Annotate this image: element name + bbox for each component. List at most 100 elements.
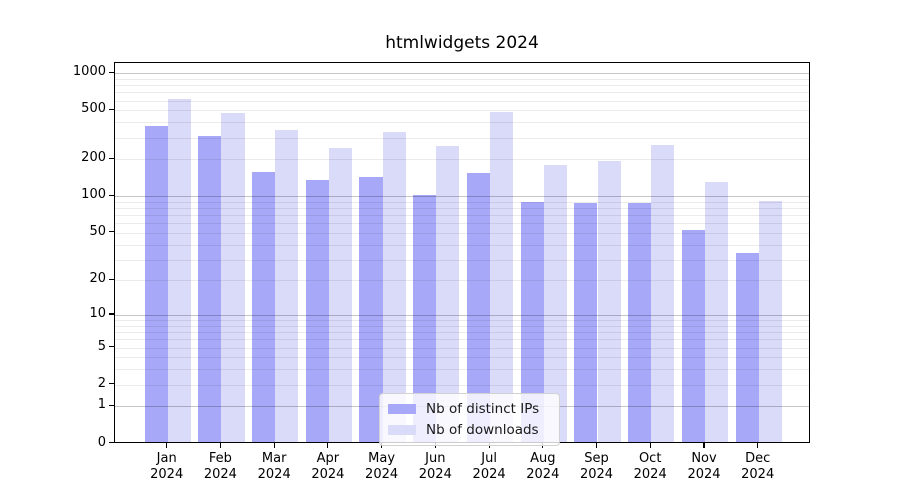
- bar-apr-downloads: [328, 147, 353, 442]
- y-tick-mark-1000: [109, 71, 114, 73]
- x-tick-label-apr: Apr 2024: [311, 451, 345, 482]
- legend-label-ips: Nb of distinct IPs: [426, 401, 540, 418]
- y-tick-mark-20: [109, 278, 114, 280]
- gridline-5: [115, 347, 809, 349]
- gridline-200: [115, 159, 809, 161]
- bar-mar-ips: [252, 172, 276, 442]
- x-tick-label-feb: Feb 2024: [203, 451, 237, 482]
- bar-aug-ips: [520, 202, 544, 442]
- bar-feb-ips: [198, 136, 222, 442]
- bar-feb-downloads: [221, 112, 245, 442]
- gridline-40: [115, 244, 809, 246]
- bar-aug-downloads: [543, 164, 567, 442]
- bar-jul-downloads: [490, 112, 514, 442]
- gridline-600: [115, 100, 809, 102]
- x-tick-mark-mar: [273, 443, 275, 448]
- x-tick-mark-apr: [327, 443, 329, 448]
- bar-jun-downloads: [436, 146, 460, 442]
- bar-mar-downloads: [275, 129, 299, 442]
- x-tick-label-may: May 2024: [365, 451, 399, 482]
- y-tick-mark-2: [109, 383, 114, 385]
- bar-apr-ips: [305, 180, 329, 442]
- gridline-500: [115, 110, 809, 112]
- x-tick-mark-jan: [166, 443, 168, 448]
- y-tick-mark-1: [109, 404, 114, 406]
- gridline-90: [115, 201, 809, 203]
- legend-item-downloads: Nb of downloads: [388, 421, 551, 439]
- gridline-100: [115, 196, 809, 198]
- y-tick-label-200: 200: [81, 150, 106, 166]
- gridline-70: [115, 215, 809, 217]
- plot-area: Nb of distinct IPs Nb of downloads: [114, 62, 810, 446]
- gridline-10: [115, 315, 809, 316]
- x-tick-label-nov: Nov 2024: [687, 451, 721, 482]
- gridline-50: [115, 232, 809, 234]
- gridline-800: [115, 85, 809, 87]
- x-tick-mark-feb: [219, 443, 221, 448]
- y-tick-label-2: 2: [97, 375, 106, 391]
- y-tick-mark-500: [109, 108, 114, 110]
- gridline-4: [115, 357, 809, 359]
- bar-jan-downloads: [167, 99, 191, 442]
- legend-swatch-downloads: [388, 424, 416, 435]
- bar-nov-ips: [681, 230, 705, 442]
- bar-sep-downloads: [597, 161, 621, 442]
- gridline-7: [115, 332, 809, 334]
- y-tick-label-1: 1: [97, 397, 106, 413]
- x-tick-label-dec: Dec 2024: [741, 451, 775, 482]
- y-tick-mark-100: [109, 194, 114, 196]
- gridline-3: [115, 369, 809, 371]
- x-tick-label-sep: Sep 2024: [579, 451, 614, 482]
- y-tick-mark-0: [109, 441, 114, 444]
- x-tick-mark-sep: [595, 443, 598, 448]
- gridline-60: [115, 223, 809, 225]
- x-tick-label-jan: Jan 2024: [150, 451, 184, 482]
- gridline-9: [115, 320, 809, 322]
- y-tick-mark-5: [109, 345, 114, 348]
- bar-dec-ips: [735, 253, 759, 442]
- bar-jan-ips: [144, 125, 168, 442]
- bar-oct-ips: [628, 203, 652, 442]
- y-tick-mark-10: [109, 313, 114, 315]
- gridline-300: [115, 137, 809, 139]
- gridline-8: [115, 325, 809, 327]
- gridline-700: [115, 92, 809, 94]
- bar-dec-downloads: [758, 201, 782, 442]
- x-tick-label-oct: Oct 2024: [633, 451, 667, 482]
- chart-title: htmlwidgets 2024: [385, 33, 539, 53]
- bar-jul-ips: [466, 172, 491, 442]
- gridline-80: [115, 208, 809, 209]
- y-tick-mark-200: [109, 157, 114, 159]
- x-tick-mark-oct: [649, 443, 651, 448]
- legend-swatch-ips: [388, 404, 416, 415]
- x-tick-label-jun: Jun 2024: [418, 451, 452, 482]
- gridline-20: [115, 280, 809, 282]
- gridline-30: [115, 259, 809, 261]
- bar-sep-ips: [574, 203, 598, 442]
- bar-jun-ips: [413, 194, 437, 442]
- gridline-400: [115, 122, 809, 124]
- y-tick-label-50: 50: [89, 223, 106, 239]
- gridline-2: [115, 384, 809, 386]
- bar-may-ips: [359, 176, 383, 442]
- y-tick-mark-50: [109, 231, 114, 233]
- y-tick-label-20: 20: [89, 271, 106, 287]
- y-tick-label-1000: 1000: [72, 64, 106, 80]
- x-tick-label-mar: Mar 2024: [257, 451, 291, 482]
- y-tick-label-500: 500: [81, 101, 106, 117]
- x-tick-mark-dec: [757, 443, 759, 448]
- legend-item-ips: Nb of distinct IPs: [388, 400, 551, 418]
- y-tick-label-100: 100: [81, 187, 106, 203]
- legend-label-downloads: Nb of downloads: [426, 421, 539, 438]
- gridline-6: [115, 339, 809, 341]
- y-tick-label-5: 5: [97, 338, 106, 354]
- legend: Nb of distinct IPs Nb of downloads: [379, 393, 560, 446]
- x-tick-mark-nov: [703, 443, 705, 448]
- bar-may-downloads: [382, 131, 406, 442]
- x-tick-label-jul: Jul 2024: [472, 451, 506, 482]
- y-tick-label-10: 10: [89, 306, 106, 321]
- y-tick-label-0: 0: [97, 434, 106, 450]
- bar-nov-downloads: [705, 181, 729, 442]
- bar-oct-downloads: [651, 144, 675, 442]
